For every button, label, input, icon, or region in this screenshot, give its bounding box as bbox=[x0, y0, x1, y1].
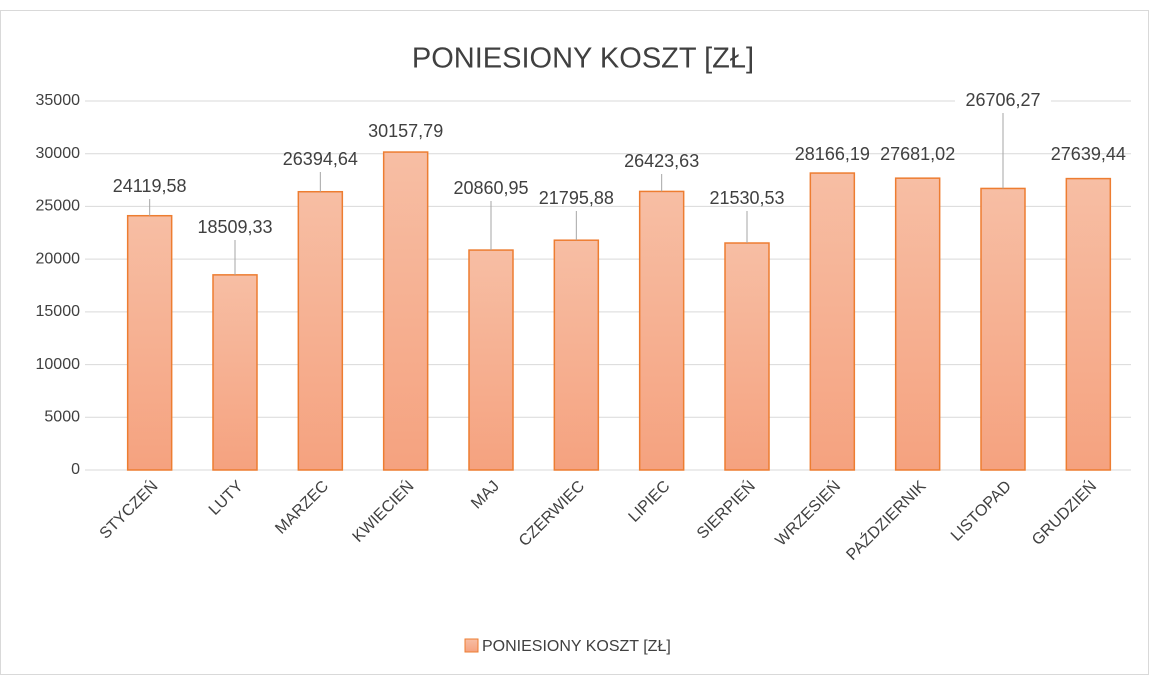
label-bg bbox=[955, 90, 1051, 112]
value-label: 20860,95 bbox=[453, 178, 528, 198]
bar bbox=[724, 242, 770, 471]
value-label: 24119,58 bbox=[113, 176, 187, 196]
value-label: 18509,33 bbox=[197, 217, 272, 237]
bar bbox=[638, 190, 685, 471]
bar bbox=[126, 214, 173, 471]
value-label: 21795,88 bbox=[539, 188, 614, 208]
y-tick-label: 30000 bbox=[36, 145, 81, 162]
bar bbox=[382, 151, 429, 471]
y-tick-label: 10000 bbox=[36, 356, 81, 373]
legend-swatch bbox=[464, 638, 479, 653]
bar bbox=[809, 172, 856, 471]
value-label: 26394,64 bbox=[283, 149, 358, 169]
chart-title: PONIESIONY KOSZT [ZŁ] bbox=[412, 43, 754, 75]
value-label: 26423,63 bbox=[624, 151, 699, 171]
bar bbox=[212, 274, 258, 471]
y-tick-label: 20000 bbox=[36, 250, 81, 267]
bar bbox=[980, 187, 1026, 471]
y-tick-label: 0 bbox=[71, 461, 80, 478]
y-tick-label: 35000 bbox=[36, 92, 81, 109]
y-tick-label: 5000 bbox=[44, 409, 80, 426]
y-tick-label: 15000 bbox=[36, 303, 81, 320]
bar bbox=[1065, 177, 1112, 471]
y-tick-label: 25000 bbox=[36, 198, 81, 215]
bar bbox=[894, 177, 941, 471]
bar bbox=[297, 190, 344, 471]
value-label: 30157,79 bbox=[368, 121, 443, 141]
bar bbox=[468, 249, 514, 471]
value-label: 27639,44 bbox=[1051, 144, 1126, 164]
value-label: 28166,19 bbox=[795, 144, 870, 164]
value-label: 27681,02 bbox=[880, 144, 955, 164]
value-label: 26706,27 bbox=[965, 90, 1040, 110]
legend-label: PONIESIONY KOSZT [ZŁ] bbox=[482, 638, 671, 655]
bar bbox=[553, 239, 600, 471]
value-label: 21530,53 bbox=[709, 188, 784, 208]
